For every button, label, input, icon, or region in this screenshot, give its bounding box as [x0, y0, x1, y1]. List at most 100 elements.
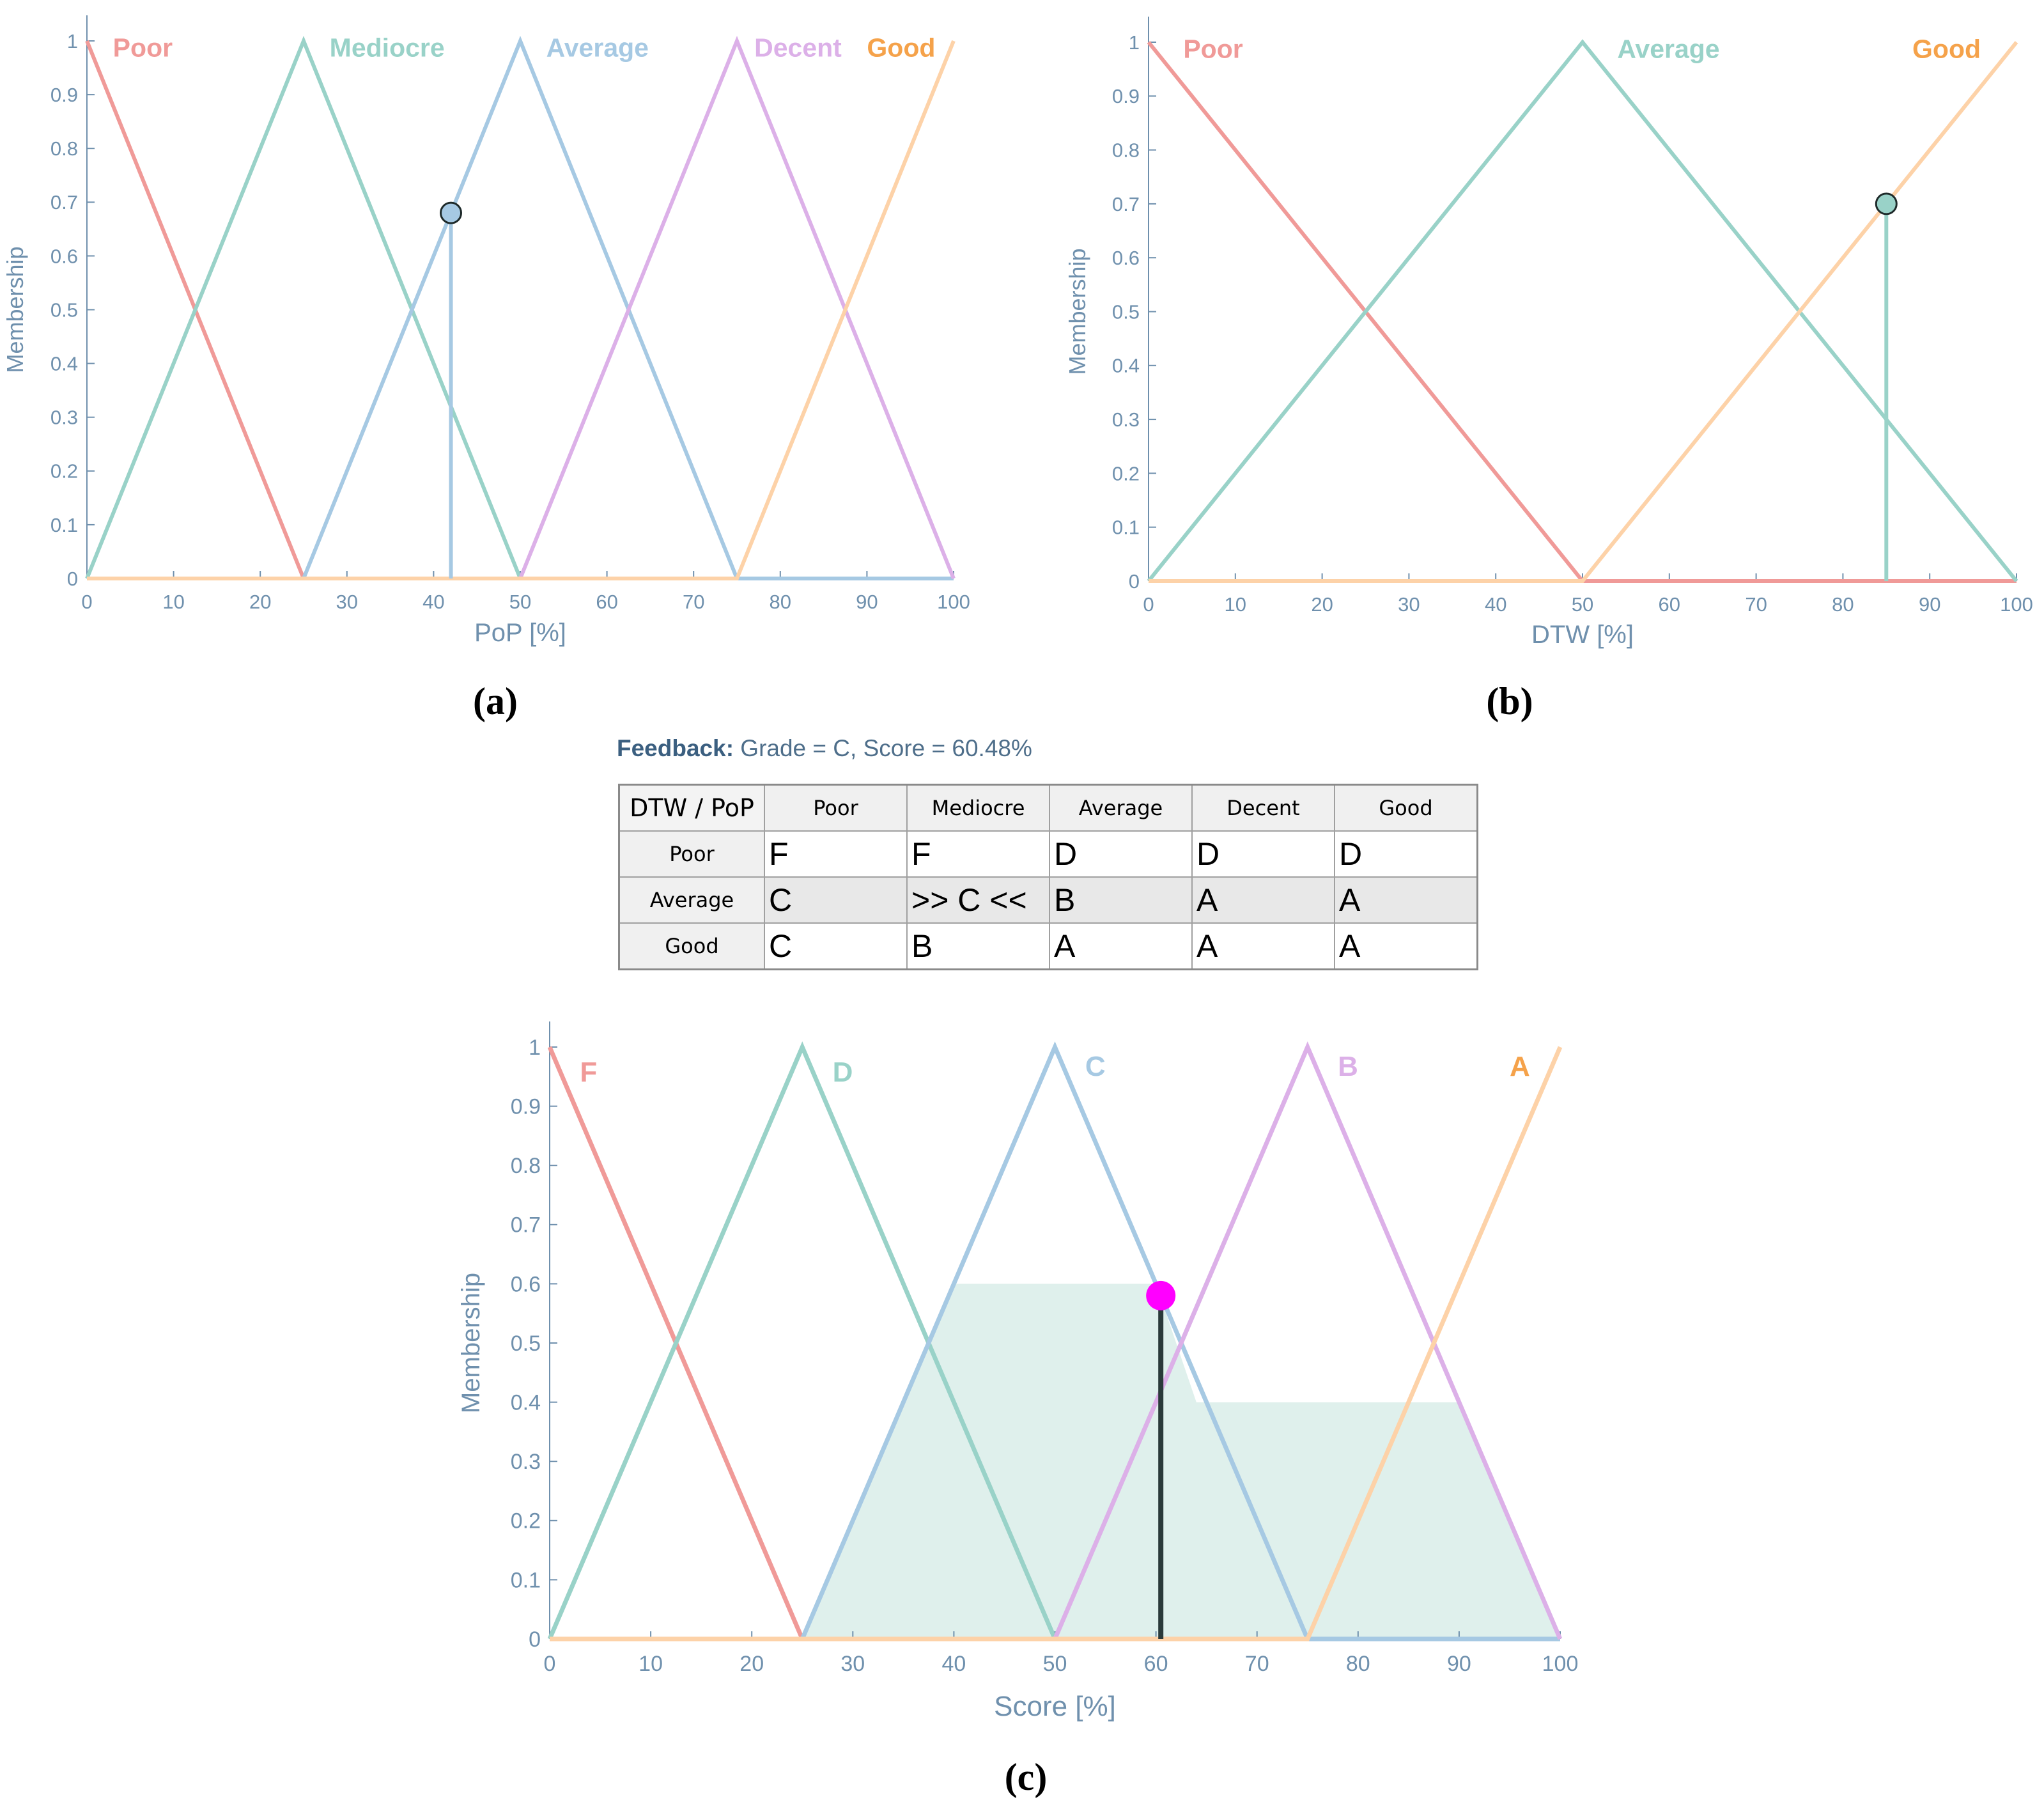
series-line-good	[1149, 41, 2018, 583]
table-cell: D	[1191, 830, 1335, 878]
series-label: Average	[546, 33, 649, 63]
x-tick-label: 0	[1143, 593, 1154, 616]
x-tick-label: 50	[1572, 593, 1593, 616]
y-tick-label: 0.7	[50, 191, 78, 214]
x-tick-label: 100	[2000, 593, 2033, 616]
x-tick-label: 10	[1225, 593, 1246, 616]
x-axis-label: Score [%]	[994, 1691, 1116, 1722]
series-label: Good	[867, 33, 935, 63]
feedback-line: Feedback: Grade = C, Score = 60.48%	[617, 735, 1032, 762]
y-tick-label: 0	[529, 1627, 541, 1652]
x-tick-label: 90	[856, 591, 878, 613]
table-cell: A	[1334, 922, 1478, 970]
series-line-a	[550, 1046, 1563, 1642]
x-tick-label: 10	[162, 591, 184, 613]
x-tick-label: 0	[544, 1652, 556, 1676]
chart-panel-c: 0 10 20 30 40 50 60 70 80 90 100 0 0.1 0.2 0.3 0.4 0.5 0.…	[457, 1021, 1578, 1798]
aggregate-area	[802, 1284, 1560, 1639]
y-tick-label: 0.7	[1112, 193, 1140, 215]
x-tick-label: 100	[937, 591, 970, 613]
table-row: Good C B A A A	[618, 922, 1478, 970]
x-tick-label: 70	[683, 591, 704, 613]
value-marker	[1146, 1280, 1176, 1310]
feedback-text: Grade = C, Score = 60.48%	[740, 735, 1032, 761]
panel-caption: (a)	[473, 680, 518, 722]
y-tick-label: 0.3	[511, 1450, 541, 1474]
y-tick-label: 0	[67, 568, 78, 590]
y-tick-label: 0.4	[511, 1391, 541, 1415]
x-tick-label: 70	[1245, 1652, 1269, 1676]
series-label: Poor	[113, 33, 173, 63]
y-tick-label: 0.6	[1112, 247, 1140, 269]
y-tick-label: 0.4	[1112, 355, 1140, 377]
y-tick-label: 0.6	[511, 1272, 541, 1296]
x-tick-label: 100	[1542, 1652, 1579, 1676]
table-cell: D	[1334, 830, 1478, 878]
x-tick-label: 70	[1745, 593, 1767, 616]
table-row-header: Average	[618, 876, 765, 924]
x-tick-label: 30	[1398, 593, 1420, 616]
series-label: Decent	[754, 33, 842, 63]
x-tick-label: 40	[422, 591, 444, 613]
x-tick-label: 90	[1919, 593, 1940, 616]
x-tick-label: 90	[1447, 1652, 1471, 1676]
panel-caption: (c)	[1005, 1756, 1048, 1798]
series-label: Average	[1617, 35, 1719, 64]
x-tick-label: 80	[1832, 593, 1854, 616]
y-axis-label: Membership	[2, 246, 28, 373]
table-cell: B	[906, 922, 1050, 970]
y-tick-label: 0.1	[1112, 516, 1140, 539]
table-col-header: Mediocre	[906, 784, 1050, 832]
table-cell: F	[906, 830, 1050, 878]
y-axis-label: Membership	[1064, 248, 1090, 375]
value-marker	[1875, 192, 1898, 215]
y-tick-label: 0.6	[50, 245, 78, 267]
y-tick-label: 0.5	[50, 299, 78, 321]
x-tick-label: 50	[509, 591, 531, 613]
y-tick-label: 0.7	[511, 1213, 541, 1238]
y-tick-label: 0.5	[1112, 300, 1140, 323]
table-cell: A	[1334, 876, 1478, 924]
table-cell-highlighted: >> C <<	[906, 876, 1050, 924]
table-row-header: Good	[618, 922, 765, 970]
y-tick-label: 0.5	[511, 1332, 541, 1356]
x-tick-label: 50	[1043, 1652, 1067, 1676]
table-cell: F	[764, 830, 908, 878]
chart-panel-a: 0 10 20 30 40 50 60 70 80 90 100 0 0.1 0.2 0.3 0.4 0.5 0.…	[2, 15, 970, 722]
y-tick-label: 0.4	[50, 352, 78, 375]
table-col-header: Average	[1049, 784, 1193, 832]
y-tick-label: 0.8	[511, 1154, 541, 1178]
table-cell: A	[1191, 922, 1335, 970]
y-tick-label: 0.1	[511, 1568, 541, 1592]
series-label: B	[1338, 1051, 1358, 1082]
table-col-header: Poor	[764, 784, 908, 832]
table-corner-header: DTW / PoP	[618, 784, 765, 832]
series-line-poor	[85, 40, 954, 580]
y-tick-label: 0.1	[50, 514, 78, 536]
series-label: Mediocre	[330, 33, 445, 63]
x-tick-label: 60	[1144, 1652, 1168, 1676]
y-tick-label: 0.8	[1112, 139, 1140, 161]
series-label: A	[1510, 1051, 1530, 1082]
y-tick-label: 0.9	[1112, 85, 1140, 107]
y-tick-label: 1	[529, 1036, 541, 1060]
value-marker	[440, 201, 463, 224]
x-tick-label: 40	[941, 1652, 966, 1676]
series-label: Poor	[1183, 35, 1243, 64]
y-tick-label: 0.2	[50, 460, 78, 483]
y-tick-label: 0.3	[50, 407, 78, 429]
series-line-decent	[87, 35, 956, 580]
series-line-mediocre	[85, 35, 954, 580]
series-label: F	[580, 1057, 597, 1088]
table-cell: A	[1049, 922, 1193, 970]
x-tick-label: 30	[840, 1652, 865, 1676]
table-col-header: Decent	[1191, 784, 1335, 832]
y-tick-label: 1	[1129, 31, 1140, 54]
table-cell: B	[1049, 876, 1193, 924]
series-line-average	[87, 35, 954, 580]
x-axis-label: DTW [%]	[1531, 621, 1634, 649]
chart-panel-b: 0 10 20 30 40 50 60 70 80 90 100 0 0.1 0.2 0.3 0.4 0.5 0.…	[1064, 17, 2033, 722]
x-tick-label: 20	[739, 1652, 764, 1676]
y-tick-label: 0.3	[1112, 408, 1140, 431]
